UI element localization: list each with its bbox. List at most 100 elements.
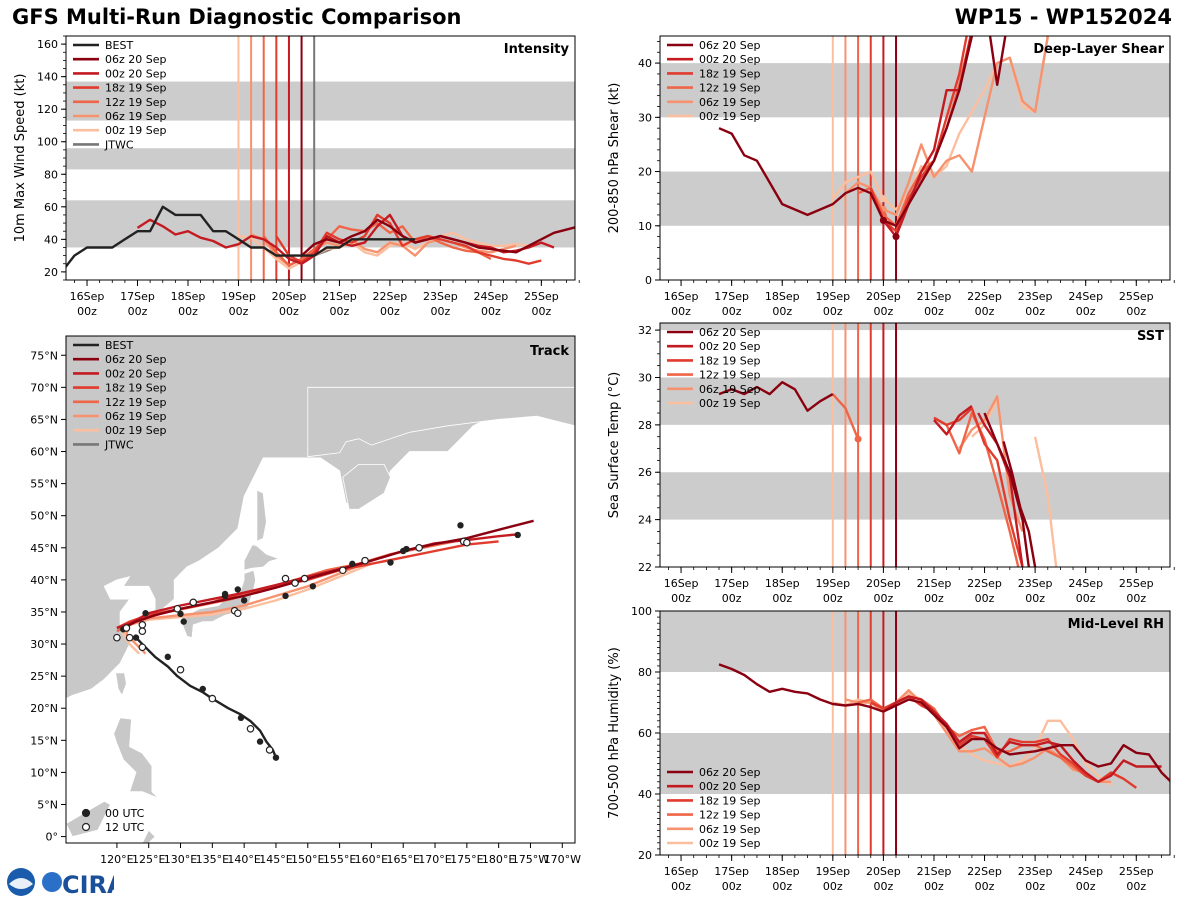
intensity-legend-label: 00z 20 Sep [105, 67, 167, 80]
sst-ylabel: Sea Surface Temp (°C) [607, 372, 622, 519]
shear-marker [879, 195, 887, 203]
track-map-area [66, 336, 575, 843]
track-lon-label: 180°E [482, 853, 515, 866]
rh-xtick-label: 00z [772, 880, 792, 893]
rh-xtick-label: 24Sep [1068, 865, 1103, 878]
sst-xtick-label: 00z [823, 592, 843, 605]
sst-legend-label: 00z 20 Sep [699, 340, 761, 353]
intensity-xtick-label: 25Sep [524, 290, 559, 303]
sst-legend-label: 06z 19 Sep [699, 383, 761, 396]
intensity-legend-label: 06z 19 Sep [105, 110, 167, 123]
track-marker-12utc [138, 627, 147, 636]
track-lon-label: 120°E [100, 853, 133, 866]
cira-logo: CIRA [4, 866, 126, 899]
intensity-ytick-label: 20 [44, 266, 58, 279]
rh-xtick-label: 00z [975, 880, 995, 893]
shear-xtick-label: 00z [1025, 305, 1045, 318]
rh-legend-label: 06z 19 Sep [699, 823, 761, 836]
sst-xtick-label: 18Sep [765, 577, 800, 590]
storm-id-title: WP15 - WP152024 [954, 5, 1172, 29]
rh-xtick-label: 19Sep [815, 865, 850, 878]
intensity-xtick-label: 00z [229, 305, 249, 318]
track-marker-00utc [457, 522, 464, 529]
track-legend-label: 06z 20 Sep [105, 353, 167, 366]
track-marker-00utc [387, 559, 394, 566]
land-shape [66, 336, 575, 699]
track-lon-label: 170°E [418, 853, 451, 866]
track-marker-12utc [463, 538, 471, 547]
track-marker-00utc [256, 738, 264, 745]
shear-legend-label: 12z 19 Sep [699, 82, 761, 95]
sst-xtick-label: 16Sep [664, 577, 699, 590]
track-lon-label: 160°E [355, 853, 388, 866]
sst-series-line [933, 407, 1024, 567]
shear-xtick-label: 00z [873, 305, 893, 318]
track-title: Track [530, 344, 569, 359]
intensity-band [66, 200, 575, 248]
rh-ytick-label: 100 [631, 605, 652, 618]
track-marker-12utc [246, 724, 255, 733]
track-lat-label: 70°N [30, 381, 58, 394]
rh-series-line [882, 695, 1162, 783]
sst-legend-label: 18z 19 Sep [699, 354, 761, 367]
rh-series-line [718, 663, 1170, 783]
track-lat-label: 55°N [30, 478, 58, 491]
track-lon-label: 165°E [386, 853, 419, 866]
sst-series-line [1033, 436, 1058, 567]
sst-ytick-label: 26 [638, 466, 652, 479]
rh-ylabel: 700-500 hPa Humidity (%) [607, 647, 622, 819]
intensity-series-line [300, 218, 575, 257]
panel-sst: 22 24 26 28 30 32 16Sep 00z 17Sep 00z 18Sep 00z 19Se… [607, 322, 1175, 605]
intensity-series-line [238, 231, 529, 270]
shear-marker [892, 233, 900, 241]
intensity-xtick-label: 20Sep [272, 290, 307, 303]
sst-marker [854, 435, 862, 443]
track-lon-label: 125°E [132, 853, 165, 866]
shear-ytick-label: 0 [645, 274, 652, 287]
track-lat-label: 50°N [30, 510, 58, 523]
shear-band [660, 63, 1170, 118]
track-marker-00utc [180, 618, 187, 625]
track-marker-12utc [291, 579, 299, 587]
sst-band [660, 377, 1170, 425]
rh-xtick-label: 23Sep [1018, 865, 1053, 878]
sst-xtick-label: 17Sep [714, 577, 749, 590]
track-legend-label: 18z 19 Sep [105, 382, 167, 395]
track-marker-12utc [361, 556, 369, 565]
shear-frame [659, 35, 1171, 281]
rh-ytick-label: 40 [638, 788, 652, 801]
intensity-legend-label: 18z 19 Sep [105, 82, 167, 95]
track-marker-12utc [338, 566, 347, 575]
sst-series-line [718, 381, 834, 412]
shear-xtick-label: 23Sep [1018, 290, 1053, 303]
sst-xtick-label: 00z [722, 592, 742, 605]
shear-marker [879, 216, 887, 224]
panel-intensity: 20 40 60 80 100 120 140 160 16Sep 00z 17Sep 00z 18Se… [13, 35, 580, 318]
land-shape [256, 489, 267, 543]
intensity-ytick-label: 60 [44, 201, 58, 214]
sst-xtick-label: 21Sep [917, 577, 952, 590]
rh-legend-label: 00z 19 Sep [699, 837, 761, 850]
track-marker-00utc [240, 597, 248, 604]
intensity-legend-label: 06z 20 Sep [105, 53, 167, 66]
rh-xtick-label: 22Sep [967, 865, 1002, 878]
marker-legend-label: 12 UTC [105, 821, 145, 834]
land-shape [141, 829, 156, 843]
track-lon-label: 130°E [164, 853, 197, 866]
shear-xtick-label: 00z [924, 305, 944, 318]
track-marker-12utc [176, 665, 185, 674]
shear-ytick-label: 40 [638, 57, 652, 70]
land-shape [342, 463, 391, 510]
track-marker-00utc [349, 560, 356, 568]
intensity-xtick-label: 00z [77, 305, 97, 318]
shear-xtick-label: 24Sep [1068, 290, 1103, 303]
sst-xtick-label: 22Sep [967, 577, 1002, 590]
sst-series-line [958, 395, 1024, 532]
sst-legend-label: 06z 20 Sep [699, 326, 761, 339]
track-marker-12utc [113, 633, 121, 642]
track-marker-12utc [281, 574, 290, 583]
track-lon-label: 155°E [323, 853, 356, 866]
track-lon-label: 145°E [259, 853, 292, 866]
